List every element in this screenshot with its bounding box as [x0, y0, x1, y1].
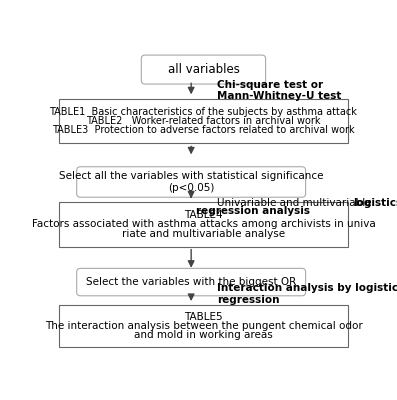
FancyBboxPatch shape — [59, 202, 348, 247]
Text: Factors associated with asthma attacks among archivists in univa: Factors associated with asthma attacks a… — [32, 219, 375, 229]
Text: Chi-square test or
Mann-Whitney-U test: Chi-square test or Mann-Whitney-U test — [217, 80, 342, 101]
Text: TABLE5: TABLE5 — [184, 312, 223, 322]
Text: The interaction analysis between the pungent chemical odor: The interaction analysis between the pun… — [44, 321, 362, 331]
Text: and mold in working areas: and mold in working areas — [134, 330, 273, 340]
FancyBboxPatch shape — [59, 99, 348, 144]
FancyBboxPatch shape — [77, 167, 306, 197]
FancyBboxPatch shape — [59, 305, 348, 347]
Text: riate and multivariable analyse: riate and multivariable analyse — [122, 228, 285, 238]
Text: regression analysis: regression analysis — [196, 206, 310, 216]
Text: Univariable and multivariable: Univariable and multivariable — [217, 198, 372, 208]
FancyBboxPatch shape — [77, 268, 306, 296]
Text: TABLE2   Worker-related factors in archival work: TABLE2 Worker-related factors in archiva… — [86, 116, 321, 126]
Text: Interaction analysis by logistic
regression: Interaction analysis by logistic regress… — [217, 283, 397, 304]
Text: TABLE4: TABLE4 — [184, 210, 223, 220]
Text: logistics: logistics — [353, 198, 397, 208]
Text: TABLE1  Basic characteristics of the subjects by asthma attack: TABLE1 Basic characteristics of the subj… — [50, 107, 357, 117]
FancyBboxPatch shape — [141, 55, 266, 84]
Text: Select all the variables with statistical significance
(p<0.05): Select all the variables with statistica… — [59, 171, 324, 193]
Text: Select the variables with the biggest OR: Select the variables with the biggest OR — [86, 277, 296, 287]
Text: all variables: all variables — [168, 63, 239, 76]
Text: TABLE3  Protection to adverse factors related to archival work: TABLE3 Protection to adverse factors rel… — [52, 125, 355, 135]
